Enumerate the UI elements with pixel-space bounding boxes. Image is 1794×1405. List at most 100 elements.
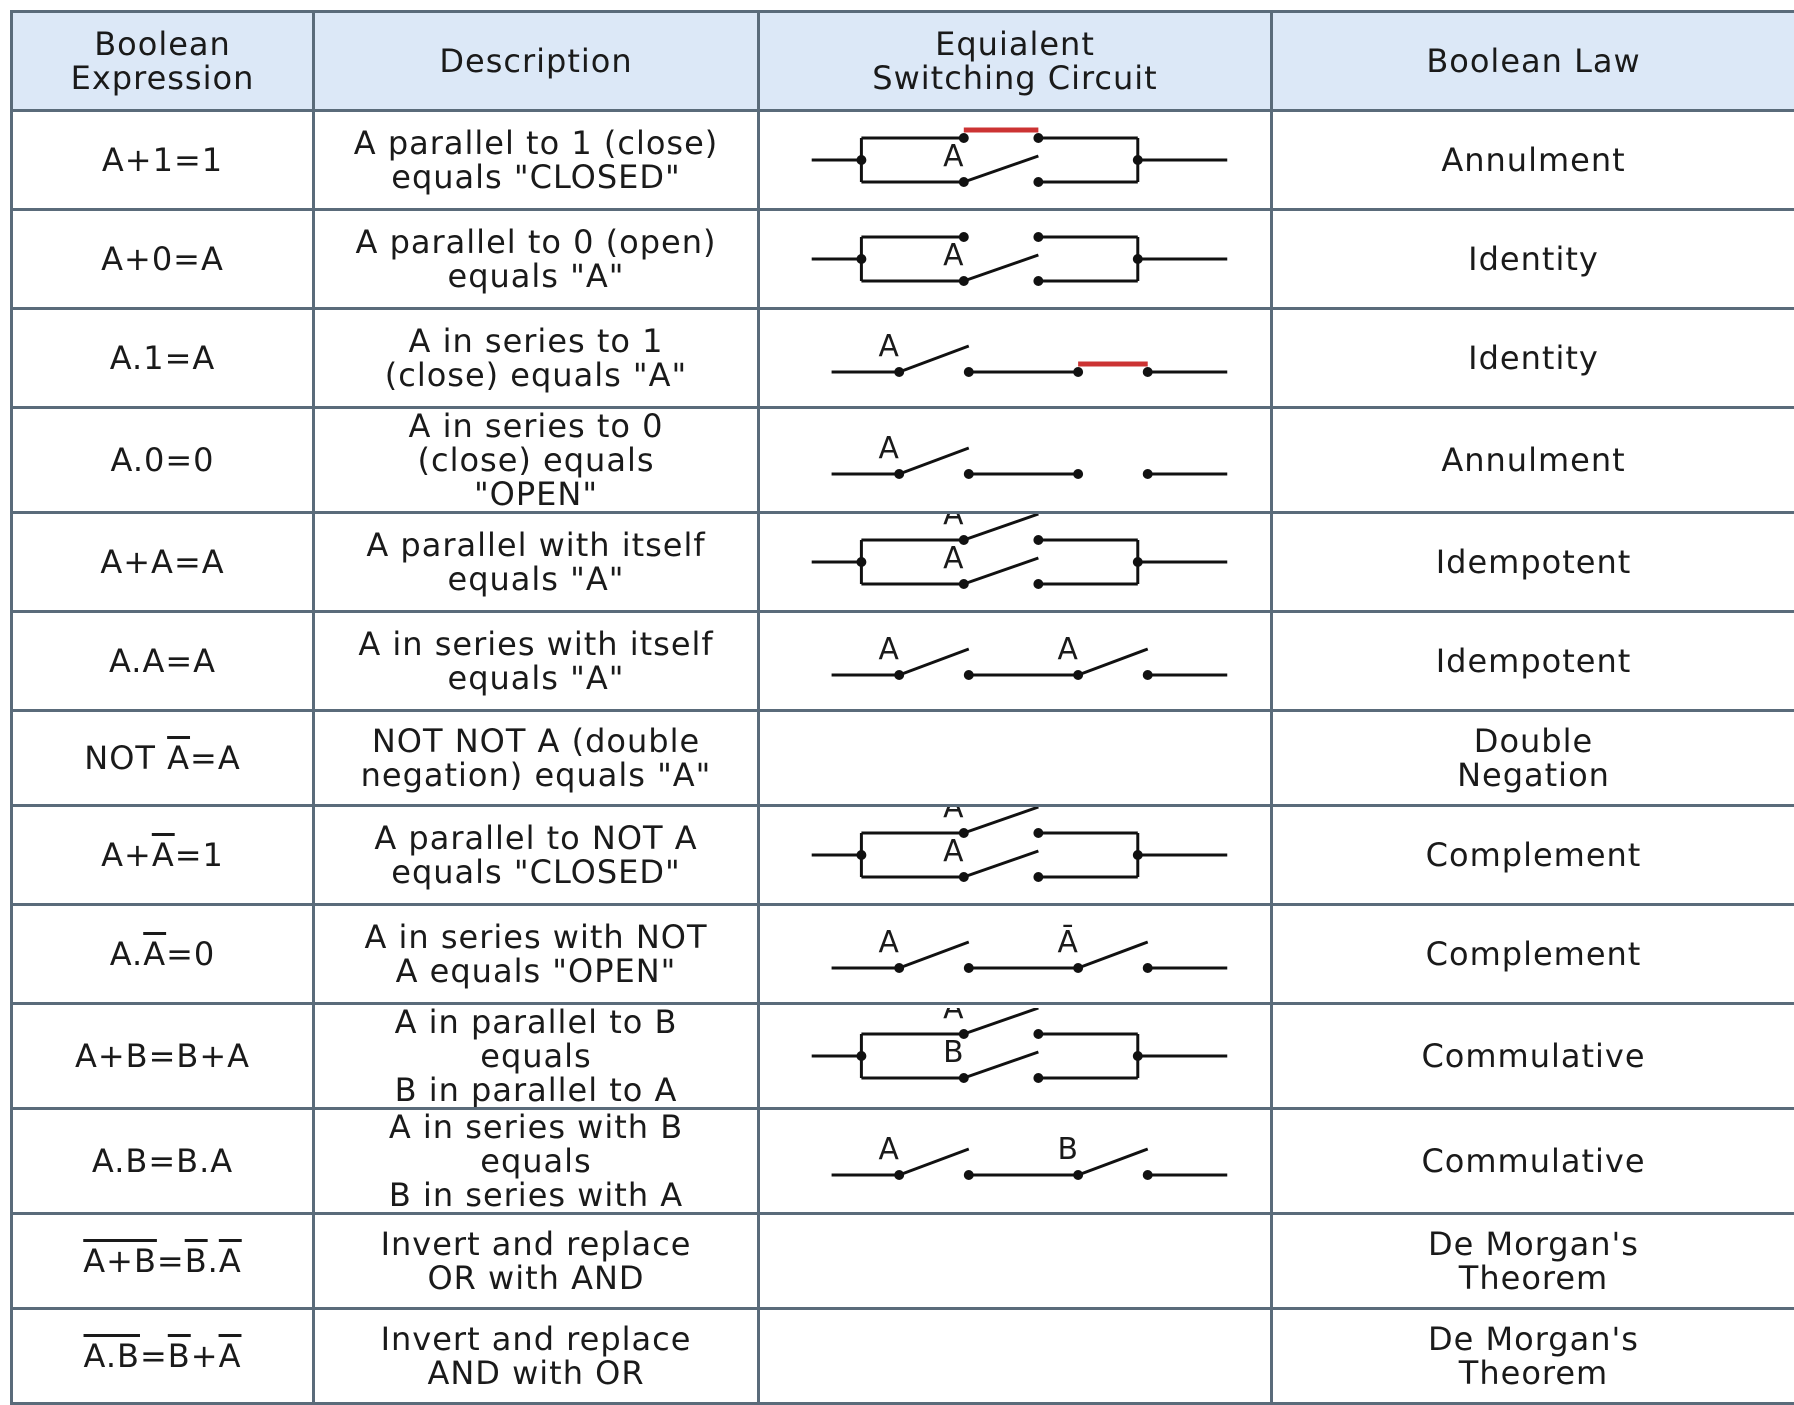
boolean-expression-cell: A.B=B+A xyxy=(12,1309,314,1404)
law-name: De Morgan's xyxy=(1279,1322,1788,1356)
law-name: Identity xyxy=(1279,341,1788,375)
header-row: Boolean Expression Description Equialent… xyxy=(12,12,1794,111)
boolean-expression-cell: A.A=0 xyxy=(12,905,314,1004)
switch-blade xyxy=(899,1149,969,1175)
description-line: A in series to 0 xyxy=(321,409,751,443)
switch-blade xyxy=(964,807,1039,833)
law-name: Identity xyxy=(1279,242,1788,276)
description-line: (close) equals xyxy=(321,443,751,477)
boolean-expression-cell: NOT A=A xyxy=(12,711,314,806)
boolean-expression-cell: A+A=A xyxy=(12,513,314,612)
switch-label: A xyxy=(879,329,900,364)
terminal-dot xyxy=(1033,1029,1043,1039)
description-line: NOT NOT A (double xyxy=(321,724,751,758)
boolean-expression-cell: A+A=1 xyxy=(12,806,314,905)
description-cell: A parallel to 1 (close)equals "CLOSED" xyxy=(314,111,759,210)
boolean-law-cell: Complement xyxy=(1272,806,1794,905)
terminal-dot xyxy=(1143,367,1153,377)
switch-label: A xyxy=(879,925,900,960)
switch-blade xyxy=(964,156,1039,182)
description-line: equals "A" xyxy=(321,661,751,695)
description-line: A in series with NOT xyxy=(321,920,751,954)
switch-blade xyxy=(964,1052,1039,1078)
switch-label: A xyxy=(943,834,964,869)
switch-label: B xyxy=(943,1035,964,1070)
expression-term: = xyxy=(140,1337,168,1375)
switch-label: A xyxy=(1057,632,1078,667)
header-circuit-line-1: Equialent xyxy=(766,27,1264,61)
terminal-dot xyxy=(1143,670,1153,680)
law-name: Annulment xyxy=(1279,143,1788,177)
terminal-dot xyxy=(964,670,974,680)
switch-label: A xyxy=(943,238,964,273)
boolean-law-cell: Annulment xyxy=(1272,111,1794,210)
description-line: equals "A" xyxy=(321,562,751,596)
boolean-expression-cell: A+0=A xyxy=(12,210,314,309)
parallel-circuit-diagram: A xyxy=(760,112,1270,208)
series-circuit-diagram: A xyxy=(760,310,1270,406)
description-line: equals xyxy=(321,1039,751,1073)
boolean-expression: A+A=A xyxy=(100,543,224,581)
terminal-dot xyxy=(1143,963,1153,973)
boolean-law-cell: Commulative xyxy=(1272,1109,1794,1214)
law-name: Theorem xyxy=(1279,1356,1788,1390)
description-line: AND with OR xyxy=(321,1356,751,1390)
parallel-circuit-diagram: AB xyxy=(760,1008,1270,1104)
expression-term: A+0=A xyxy=(101,240,224,278)
description-line: A parallel to NOT A xyxy=(321,821,751,855)
law-name: Commulative xyxy=(1279,1144,1788,1178)
terminal-dot xyxy=(1033,276,1043,286)
switch-label: Ā xyxy=(1057,924,1078,960)
description-line: A parallel to 0 (open) xyxy=(321,225,751,259)
expression-term: A+B=B+A xyxy=(75,1037,250,1075)
switching-circuit-cell xyxy=(759,1309,1272,1404)
expression-term: A.1=A xyxy=(110,339,216,377)
switch-blade xyxy=(964,851,1039,877)
header-boolean-expression: Boolean Expression xyxy=(12,12,314,111)
boolean-law-cell: Commulative xyxy=(1272,1004,1794,1109)
terminal-dot xyxy=(1033,872,1043,882)
terminal-dot xyxy=(1073,367,1083,377)
description-line: A parallel with itself xyxy=(321,528,751,562)
description-line: (close) equals "A" xyxy=(321,358,751,392)
switch-blade xyxy=(1078,942,1148,968)
boolean-expression: A.A=0 xyxy=(110,935,216,973)
boolean-expression: A.A=A xyxy=(109,642,216,680)
description-cell: A in series to 1(close) equals "A" xyxy=(314,309,759,408)
boolean-law-cell: Identity xyxy=(1272,309,1794,408)
expression-term: A.B=B.A xyxy=(92,1142,233,1180)
description-line: equals "CLOSED" xyxy=(321,160,751,194)
negated-term: B xyxy=(185,1242,208,1280)
negated-term: A xyxy=(219,1242,242,1280)
boolean-law-cell: Annulment xyxy=(1272,408,1794,513)
switch-label: Ā xyxy=(943,807,964,825)
parallel-circuit-diagram: A xyxy=(760,211,1270,307)
law-name: Complement xyxy=(1279,838,1788,872)
terminal-dot xyxy=(1033,133,1043,143)
boolean-law-cell: Complement xyxy=(1272,905,1794,1004)
switch-label: A xyxy=(879,632,900,667)
boolean-law-cell: Idempotent xyxy=(1272,612,1794,711)
boolean-expression: A+A=1 xyxy=(101,836,224,874)
expression-term: . xyxy=(208,1242,219,1280)
switch-label: A xyxy=(943,139,964,174)
boolean-expression-cell: A.1=A xyxy=(12,309,314,408)
expression-term: A.A=A xyxy=(109,642,216,680)
